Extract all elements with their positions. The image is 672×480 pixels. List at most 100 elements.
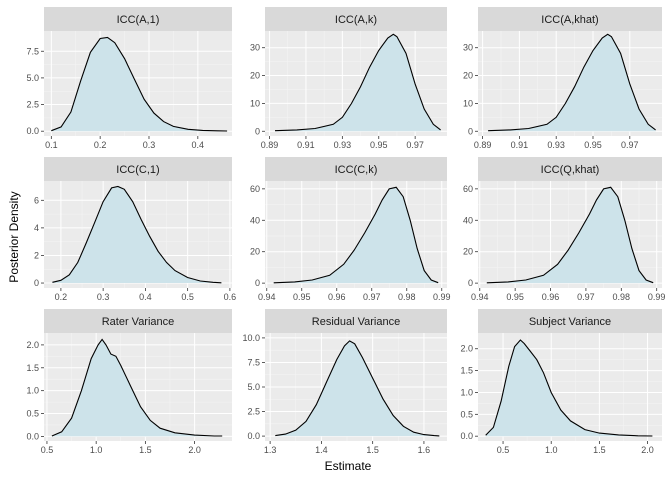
x-tick-label: 0.3 [97,292,110,302]
x-tick-label: 0.4 [192,140,205,150]
y-tick-label: 0 [34,278,39,288]
density-line [51,36,228,132]
y-tick-label: 2.0 [26,340,39,350]
x-tick-label: 1.0 [545,445,558,455]
y-tick-label: 4 [34,223,39,233]
x-tick-label: 0.4 [139,292,152,302]
x-tick-label: 0.91 [511,140,529,150]
x-tick-label: 1.5 [366,445,379,455]
x-tick-label: 0.93 [334,140,352,150]
facet-strip [265,157,447,181]
facet-strip-label: ICC(Q,khat) [541,164,600,176]
x-tick-label: 0.98 [613,292,631,302]
density-line [51,338,223,437]
x-tick-label: 1.3 [264,445,277,455]
x-tick-label: 0.95 [293,292,311,302]
x-tick-label: 1.0 [90,445,103,455]
x-tick-label: 0.5 [41,445,54,455]
density-area [485,340,653,437]
density-area [275,34,441,132]
density-area [488,34,656,132]
x-axis-title: Estimate [325,459,372,473]
x-tick-label: 1.4 [315,445,328,455]
density-line [275,340,440,437]
y-tick-label: 10.0 [242,333,260,343]
x-tick-label: 0.89 [261,140,279,150]
x-tick-label: 0.91 [297,140,315,150]
y-tick-label: 0.0 [26,126,39,136]
facet-strip [44,309,232,333]
x-tick-label: 0.6 [224,292,237,302]
y-tick-label: 30 [463,43,473,53]
y-tick-label: 0.0 [247,431,260,441]
y-tick-label: 0 [468,126,473,136]
y-tick-label: 1.5 [460,366,473,376]
y-tick-label: 60 [250,184,260,194]
facet-panel: Subject Variance 0.5 1.0 1.5 2.0 0.0 0.5 1.0 1.5… [460,309,662,455]
facet-panel: ICC(C,k) 0.94 0.95 0.96 0.97 0.98 0.99 0 20 40 60 [250,157,451,302]
x-tick-label: 0.89 [474,140,492,150]
x-tick-label: 0.98 [398,292,416,302]
density-area [51,37,228,132]
facet-strip [478,7,662,31]
x-tick-label: 0.2 [94,140,107,150]
facet-panel: ICC(C,1) 0.2 0.3 0.4 0.5 0.6 0 2 4 6 [34,157,236,302]
y-tick-label: 20 [463,247,473,257]
y-tick-label: 2.0 [460,344,473,354]
x-tick-label: 0.94 [258,292,276,302]
y-axis-title: Posterior Density [7,191,21,282]
y-tick-label: 5.0 [247,382,260,392]
density-area [51,339,223,437]
x-tick-label: 0.1 [45,140,58,150]
x-tick-label: 0.94 [471,292,489,302]
x-tick-label: 0.95 [370,140,388,150]
x-tick-label: 2.0 [641,445,654,455]
x-tick-label: 0.95 [584,140,602,150]
facet-strip [265,7,447,31]
density-area [273,187,439,284]
facet-strip-label: ICC(C,1) [116,164,159,176]
facet-panel: ICC(A,1) 0.1 0.2 0.3 0.4 0.0 2.5 5.0 7.5 [26,7,232,150]
y-tick-label: 0.5 [460,409,473,419]
density-area [486,187,654,284]
x-tick-label: 0.5 [497,445,510,455]
y-tick-label: 10 [463,98,473,108]
density-line [486,186,654,284]
x-tick-label: 1.5 [593,445,606,455]
density-area [52,186,222,283]
density-area [275,340,440,437]
x-tick-label: 1.6 [418,445,431,455]
y-tick-label: 0.0 [26,431,39,441]
facet-panel: ICC(A,k) 0.89 0.91 0.93 0.95 0.97 0 10 20 30 [250,7,447,150]
x-tick-label: 0.2 [55,292,68,302]
facet-strip-label: Rater Variance [102,316,175,328]
y-tick-label: 40 [250,215,260,225]
density-line [52,185,222,284]
x-tick-label: 0.97 [363,292,381,302]
y-tick-label: 10 [250,98,260,108]
x-tick-label: 0.99 [433,292,451,302]
y-tick-label: 2.5 [247,407,260,417]
x-tick-label: 0.95 [506,292,524,302]
y-tick-label: 1.5 [26,363,39,373]
y-tick-label: 6 [34,195,39,205]
y-tick-label: 60 [463,184,473,194]
density-line [485,339,653,437]
y-tick-label: 2 [34,250,39,260]
x-tick-label: 0.3 [143,140,156,150]
y-tick-label: 0 [255,278,260,288]
density-line [274,33,441,132]
y-tick-label: 40 [463,215,473,225]
y-tick-label: 5.0 [26,73,39,83]
x-tick-label: 0.97 [621,140,639,150]
x-tick-label: 0.97 [406,140,424,150]
x-tick-label: 0.5 [181,292,194,302]
facet-panel: ICC(A,khat) 0.89 0.91 0.93 0.95 0.97 0 10 20 30 [463,7,662,150]
facet-strip [44,157,232,181]
density-line [273,186,439,284]
facet-strip-label: ICC(A,k) [335,14,377,26]
y-tick-label: 1.0 [460,387,473,397]
y-tick-label: 0 [255,126,260,136]
